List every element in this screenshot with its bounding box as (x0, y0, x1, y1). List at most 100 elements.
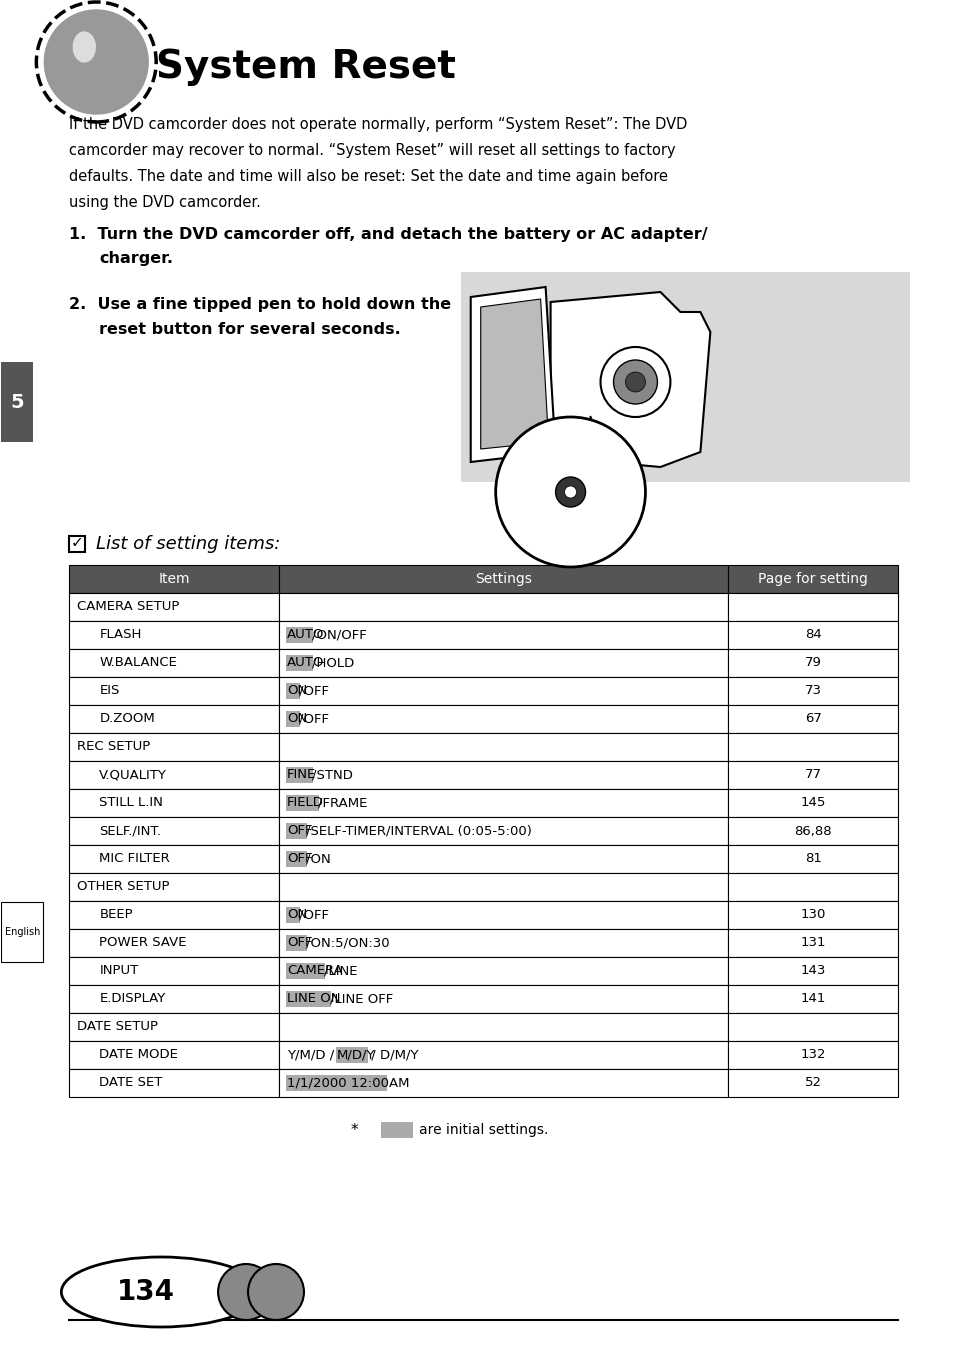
Text: 1.  Turn the DVD camcorder off, and detach the battery or AC adapter/: 1. Turn the DVD camcorder off, and detac… (70, 227, 707, 242)
Text: DATE SET: DATE SET (99, 1076, 162, 1090)
Text: 73: 73 (804, 684, 821, 698)
FancyBboxPatch shape (286, 795, 318, 811)
Text: OTHER SETUP: OTHER SETUP (77, 880, 170, 894)
Text: POWER SAVE: POWER SAVE (99, 937, 187, 949)
FancyBboxPatch shape (278, 957, 727, 986)
FancyBboxPatch shape (70, 817, 278, 845)
FancyBboxPatch shape (278, 790, 727, 817)
FancyBboxPatch shape (278, 1013, 727, 1041)
FancyBboxPatch shape (727, 733, 897, 761)
Text: 77: 77 (804, 768, 821, 781)
Circle shape (564, 485, 576, 498)
FancyBboxPatch shape (70, 733, 278, 761)
Text: are initial settings.: are initial settings. (418, 1124, 548, 1137)
FancyBboxPatch shape (278, 621, 727, 649)
Text: defaults. The date and time will also be reset: Set the date and time again befo: defaults. The date and time will also be… (70, 169, 668, 184)
Text: /OFF: /OFF (299, 713, 329, 726)
Circle shape (613, 360, 657, 404)
Circle shape (218, 1264, 274, 1320)
Text: using the DVD camcorder.: using the DVD camcorder. (70, 195, 261, 210)
Text: OFF: OFF (287, 853, 313, 865)
Circle shape (248, 1264, 304, 1320)
FancyBboxPatch shape (70, 677, 278, 704)
Text: REC SETUP: REC SETUP (77, 741, 151, 753)
FancyBboxPatch shape (727, 929, 897, 957)
Text: /LINE: /LINE (324, 964, 357, 977)
FancyBboxPatch shape (727, 594, 897, 621)
FancyBboxPatch shape (286, 711, 300, 727)
FancyBboxPatch shape (70, 621, 278, 649)
Text: *: * (351, 1122, 358, 1137)
FancyBboxPatch shape (70, 845, 278, 873)
FancyBboxPatch shape (460, 272, 909, 483)
FancyBboxPatch shape (70, 565, 278, 594)
Text: V.QUALITY: V.QUALITY (99, 768, 167, 781)
FancyBboxPatch shape (278, 817, 727, 845)
Text: List of setting items:: List of setting items: (96, 535, 280, 553)
FancyBboxPatch shape (70, 594, 278, 621)
FancyBboxPatch shape (286, 907, 300, 923)
FancyBboxPatch shape (278, 1069, 727, 1096)
Text: AUTO: AUTO (287, 629, 324, 641)
FancyBboxPatch shape (278, 761, 727, 790)
FancyBboxPatch shape (727, 677, 897, 704)
FancyBboxPatch shape (727, 621, 897, 649)
Text: ON: ON (287, 909, 307, 922)
Circle shape (625, 372, 645, 392)
FancyBboxPatch shape (286, 683, 300, 699)
FancyBboxPatch shape (70, 900, 278, 929)
FancyBboxPatch shape (727, 1069, 897, 1096)
FancyBboxPatch shape (278, 873, 727, 900)
FancyBboxPatch shape (70, 929, 278, 957)
Polygon shape (550, 292, 710, 466)
Text: /ON/OFF: /ON/OFF (312, 629, 366, 641)
Text: ON: ON (287, 684, 307, 698)
FancyBboxPatch shape (278, 649, 727, 677)
FancyBboxPatch shape (70, 704, 278, 733)
FancyBboxPatch shape (727, 790, 897, 817)
Text: Item: Item (158, 572, 190, 585)
FancyBboxPatch shape (380, 1122, 413, 1138)
Text: 141: 141 (800, 992, 825, 1006)
FancyBboxPatch shape (727, 957, 897, 986)
FancyBboxPatch shape (286, 1075, 387, 1091)
FancyBboxPatch shape (70, 1013, 278, 1041)
Text: OFF: OFF (287, 825, 313, 837)
Text: reset button for several seconds.: reset button for several seconds. (99, 322, 400, 337)
Text: /HOLD: /HOLD (312, 657, 354, 669)
FancyBboxPatch shape (70, 986, 278, 1013)
Text: EIS: EIS (99, 684, 119, 698)
Text: ✓: ✓ (71, 535, 83, 550)
FancyBboxPatch shape (727, 704, 897, 733)
Circle shape (44, 9, 148, 114)
Text: 84: 84 (804, 629, 821, 641)
Text: 131: 131 (800, 937, 825, 949)
FancyBboxPatch shape (70, 790, 278, 817)
FancyBboxPatch shape (278, 1041, 727, 1069)
Text: LINE ON: LINE ON (287, 992, 340, 1006)
Text: OFF: OFF (287, 937, 313, 949)
Text: 130: 130 (800, 909, 825, 922)
FancyBboxPatch shape (727, 900, 897, 929)
Text: /FRAME: /FRAME (317, 796, 367, 810)
FancyBboxPatch shape (278, 677, 727, 704)
FancyBboxPatch shape (278, 704, 727, 733)
FancyBboxPatch shape (727, 1041, 897, 1069)
FancyBboxPatch shape (286, 627, 313, 644)
Text: SELF./INT.: SELF./INT. (99, 825, 161, 837)
Text: /STND: /STND (312, 768, 353, 781)
Text: 1/1/2000 12:00AM: 1/1/2000 12:00AM (287, 1076, 409, 1090)
Text: /OFF: /OFF (299, 684, 329, 698)
FancyBboxPatch shape (70, 1041, 278, 1069)
FancyBboxPatch shape (278, 845, 727, 873)
Text: CAMERA: CAMERA (287, 964, 342, 977)
FancyBboxPatch shape (70, 1069, 278, 1096)
FancyBboxPatch shape (70, 535, 85, 552)
FancyBboxPatch shape (286, 963, 325, 979)
Text: / D/M/Y: / D/M/Y (367, 1049, 418, 1061)
Text: MIC FILTER: MIC FILTER (99, 853, 170, 865)
Polygon shape (480, 299, 548, 449)
FancyBboxPatch shape (278, 929, 727, 957)
FancyBboxPatch shape (286, 936, 306, 950)
FancyBboxPatch shape (70, 873, 278, 900)
